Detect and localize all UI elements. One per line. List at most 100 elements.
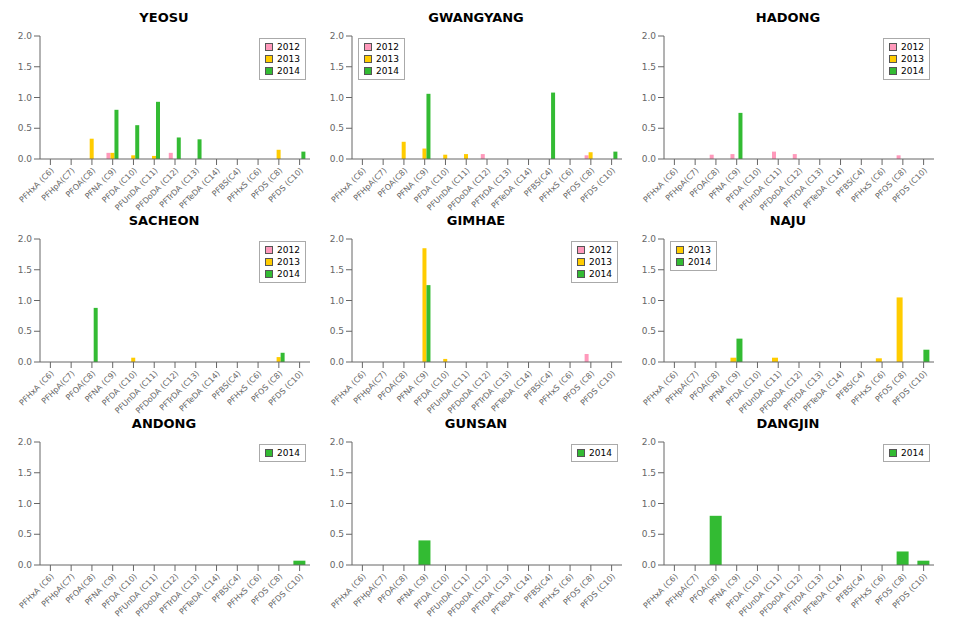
svg-text:PFTeDA (C14): PFTeDA (C14) (177, 572, 222, 617)
svg-text:1.0: 1.0 (642, 296, 657, 306)
svg-text:2.0: 2.0 (18, 234, 33, 244)
svg-text:0.5: 0.5 (642, 529, 656, 539)
svg-text:PFDA (C10): PFDA (C10) (100, 166, 139, 205)
svg-text:PFHxS (C6): PFHxS (C6) (849, 572, 888, 611)
svg-text:1.5: 1.5 (642, 62, 656, 72)
svg-text:PFTeDA (C14): PFTeDA (C14) (177, 166, 222, 211)
svg-text:PFHxA (C6): PFHxA (C6) (17, 369, 56, 408)
svg-text:1.0: 1.0 (18, 499, 33, 509)
svg-text:PFHpA(C7): PFHpA(C7) (39, 166, 77, 203)
svg-text:PFTeDA (C14): PFTeDA (C14) (489, 369, 534, 414)
svg-text:PFTeDA (C14): PFTeDA (C14) (177, 369, 222, 414)
svg-text:0.0: 0.0 (18, 154, 33, 164)
svg-text:PFHxS (C6): PFHxS (C6) (537, 369, 576, 408)
svg-text:PFHxS (C6): PFHxS (C6) (537, 166, 576, 205)
svg-text:1.0: 1.0 (330, 499, 345, 509)
svg-text:PFDA (C10): PFDA (C10) (412, 166, 451, 205)
svg-text:PFTrDA (C13): PFTrDA (C13) (469, 369, 514, 413)
svg-text:PFHxS (C6): PFHxS (C6) (849, 369, 888, 408)
svg-text:0.0: 0.0 (642, 560, 657, 570)
svg-text:1.5: 1.5 (330, 468, 344, 478)
svg-text:PFTeDA (C14): PFTeDA (C14) (801, 369, 846, 414)
svg-text:0.5: 0.5 (330, 123, 344, 133)
svg-text:PFDA (C10): PFDA (C10) (724, 369, 763, 408)
svg-text:1.5: 1.5 (18, 62, 32, 72)
svg-text:0.0: 0.0 (642, 154, 657, 164)
svg-text:PFHxA (C6): PFHxA (C6) (641, 166, 680, 205)
svg-text:0.0: 0.0 (330, 560, 345, 570)
svg-text:PFDA (C10): PFDA (C10) (412, 369, 451, 408)
svg-text:1.5: 1.5 (330, 265, 344, 275)
svg-text:2.0: 2.0 (330, 234, 345, 244)
svg-text:PFTrDA (C13): PFTrDA (C13) (781, 166, 826, 210)
svg-text:PFDS (C10): PFDS (C10) (579, 166, 617, 204)
svg-text:1.0: 1.0 (18, 93, 33, 103)
svg-text:0.5: 0.5 (18, 529, 32, 539)
svg-text:PFTeDA (C14): PFTeDA (C14) (489, 572, 534, 617)
svg-text:PFDA (C10): PFDA (C10) (724, 166, 763, 205)
svg-text:2.0: 2.0 (642, 31, 657, 41)
svg-text:PFHxA (C6): PFHxA (C6) (329, 572, 368, 611)
svg-text:PFTrDA (C13): PFTrDA (C13) (157, 166, 202, 210)
svg-text:0.0: 0.0 (18, 357, 33, 367)
svg-text:0.0: 0.0 (330, 357, 345, 367)
svg-text:PFDA (C10): PFDA (C10) (412, 572, 451, 611)
svg-text:0.5: 0.5 (18, 123, 32, 133)
svg-text:1.0: 1.0 (18, 296, 33, 306)
svg-text:PFHxA (C6): PFHxA (C6) (329, 166, 368, 205)
svg-text:PFDS (C10): PFDS (C10) (579, 572, 617, 610)
svg-text:PFDS (C10): PFDS (C10) (267, 572, 305, 610)
svg-text:2.0: 2.0 (642, 437, 657, 447)
svg-text:PFHxA (C6): PFHxA (C6) (329, 369, 368, 408)
svg-text:1.0: 1.0 (642, 93, 657, 103)
svg-text:0.5: 0.5 (330, 529, 344, 539)
svg-text:PFDS (C10): PFDS (C10) (891, 166, 929, 204)
svg-text:2.0: 2.0 (18, 437, 33, 447)
svg-text:PFTeDA (C14): PFTeDA (C14) (801, 166, 846, 211)
svg-text:1.5: 1.5 (18, 265, 32, 275)
svg-text:PFTrDA (C13): PFTrDA (C13) (781, 369, 826, 413)
svg-text:PFDS (C10): PFDS (C10) (891, 369, 929, 407)
svg-text:1.0: 1.0 (330, 93, 345, 103)
svg-text:PFHxA (C6): PFHxA (C6) (17, 166, 56, 205)
svg-text:PFHxS (C6): PFHxS (C6) (225, 369, 264, 408)
svg-text:2.0: 2.0 (642, 234, 657, 244)
svg-text:PFHxA (C6): PFHxA (C6) (641, 369, 680, 408)
svg-text:2.0: 2.0 (330, 437, 345, 447)
svg-text:PFTrDA (C13): PFTrDA (C13) (157, 369, 202, 413)
svg-text:1.5: 1.5 (642, 468, 656, 478)
svg-text:PFTrDA (C13): PFTrDA (C13) (157, 572, 202, 616)
svg-text:0.0: 0.0 (18, 560, 33, 570)
svg-text:PFDS (C10): PFDS (C10) (891, 572, 929, 610)
svg-text:PFHxA (C6): PFHxA (C6) (641, 572, 680, 611)
svg-text:PFTrDA (C13): PFTrDA (C13) (469, 166, 514, 210)
svg-text:PFDS (C10): PFDS (C10) (267, 369, 305, 407)
svg-text:1.0: 1.0 (330, 296, 345, 306)
svg-text:1.5: 1.5 (18, 468, 32, 478)
svg-text:PFDS (C10): PFDS (C10) (579, 369, 617, 407)
svg-text:0.5: 0.5 (18, 326, 32, 336)
svg-text:PFTrDA (C13): PFTrDA (C13) (781, 572, 826, 616)
svg-text:PFTeDA (C14): PFTeDA (C14) (801, 572, 846, 617)
svg-text:PFHxS (C6): PFHxS (C6) (537, 572, 576, 611)
svg-text:PFTeDA (C14): PFTeDA (C14) (489, 166, 534, 211)
svg-text:0.5: 0.5 (330, 326, 344, 336)
svg-text:PFTrDA (C13): PFTrDA (C13) (469, 572, 514, 616)
svg-text:PFDA (C10): PFDA (C10) (724, 572, 763, 611)
svg-text:PFHxA (C6): PFHxA (C6) (17, 572, 56, 611)
svg-text:PFDA (C10): PFDA (C10) (100, 369, 139, 408)
svg-text:0.0: 0.0 (642, 357, 657, 367)
svg-text:1.0: 1.0 (642, 499, 657, 509)
svg-text:PFDA (C10): PFDA (C10) (100, 572, 139, 611)
svg-text:PFHxS (C6): PFHxS (C6) (849, 166, 888, 205)
svg-text:1.5: 1.5 (642, 265, 656, 275)
svg-text:1.5: 1.5 (330, 62, 344, 72)
svg-text:0.0: 0.0 (330, 154, 345, 164)
svg-text:0.5: 0.5 (642, 123, 656, 133)
svg-text:PFDS (C10): PFDS (C10) (267, 166, 305, 204)
svg-text:PFHxS (C6): PFHxS (C6) (225, 166, 264, 205)
svg-text:0.5: 0.5 (642, 326, 656, 336)
svg-text:2.0: 2.0 (330, 31, 345, 41)
svg-text:2.0: 2.0 (18, 31, 33, 41)
svg-text:PFHxS (C6): PFHxS (C6) (225, 572, 264, 611)
